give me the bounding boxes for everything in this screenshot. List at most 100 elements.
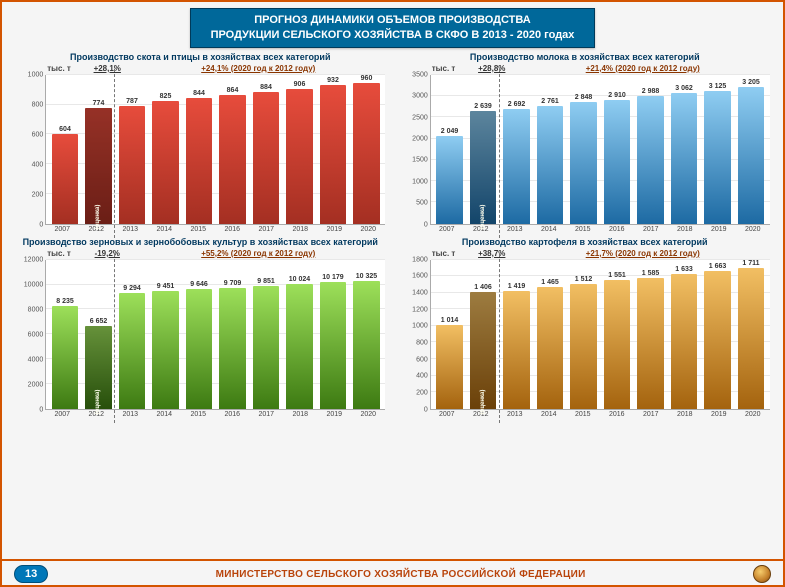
bar [704, 91, 731, 224]
bar [152, 291, 179, 408]
pct-2012-2020: +24,1% (2020 год к 2012 году) [137, 64, 379, 73]
bar-value-label: 2 692 [508, 101, 526, 108]
bar-value-label: 825 [160, 93, 172, 100]
bar-value-label: 2 049 [441, 128, 459, 135]
pct-2012-2020: +55,2% (2020 год к 2012 году) [137, 249, 379, 258]
header-plate: ПРОГНОЗ ДИНАМИКИ ОБЪЕМОВ ПРОИЗВОДСТВА ПР… [190, 8, 596, 48]
bar-column: 864 [217, 75, 249, 224]
bar [738, 87, 765, 223]
bar [253, 286, 280, 408]
unit-label: тыс. т [432, 64, 462, 73]
chart-title: Производство молока в хозяйствах всех ка… [400, 52, 770, 62]
pct-2007-2012: +28,1% [77, 64, 137, 73]
x-tick: 2013 [113, 411, 147, 418]
y-tick: 0 [424, 221, 428, 228]
bar [253, 92, 280, 224]
pct-2007-2012: +28,8% [462, 64, 522, 73]
unit-label: тыс. т [432, 249, 462, 258]
x-tick: 2019 [702, 226, 736, 233]
bar-value-label: 932 [327, 77, 339, 84]
y-tick: 2000 [412, 135, 428, 142]
y-tick: 1200 [412, 306, 428, 313]
estimate-label: (оценка) [480, 204, 486, 229]
estimate-label: (оценка) [480, 389, 486, 414]
x-tick: 2016 [215, 411, 249, 418]
y-tick: 3500 [412, 71, 428, 78]
bar-column: 2 639(оценка) [467, 75, 499, 224]
bar [353, 281, 380, 409]
bar [52, 134, 79, 224]
bar [320, 85, 347, 224]
bar-column: 1 419 [501, 260, 533, 409]
y-tick: 500 [416, 200, 428, 207]
x-tick: 2016 [600, 226, 634, 233]
bar-value-label: 884 [260, 84, 272, 91]
footer-title: МИНИСТЕРСТВО СЕЛЬСКОГО ХОЗЯЙСТВА РОССИЙС… [48, 569, 753, 580]
bar-value-label: 3 125 [709, 83, 727, 90]
bar-column: 604 [49, 75, 81, 224]
bar-column: 1 014 [434, 260, 466, 409]
bar-value-label: 906 [294, 81, 306, 88]
pct-2012-2020: +21,4% (2020 год к 2012 году) [522, 64, 764, 73]
bar-column: 1 585 [635, 260, 667, 409]
bar-column: 1 551 [601, 260, 633, 409]
bar-column: 2 692 [501, 75, 533, 224]
bar-column: 2 988 [635, 75, 667, 224]
bar-column: 6 652(оценка) [83, 260, 115, 409]
bar-value-label: 787 [126, 98, 138, 105]
bar: (оценка) [470, 111, 497, 223]
chart-panel-grain: Производство зерновых и зернобобовых кул… [15, 237, 385, 418]
bar [186, 289, 213, 409]
chart-panel-milk: Производство молока в хозяйствах всех ка… [400, 52, 770, 233]
bar-column: 3 125 [702, 75, 734, 224]
y-axis: 020004000600080001000012000 [15, 260, 45, 410]
bar-column: 1 512 [568, 260, 600, 409]
bar [436, 325, 463, 409]
chart-plot-area: 02004006008001000604774(оценка)787825844… [15, 75, 385, 225]
bar [570, 102, 597, 223]
bar-column: 2 049 [434, 75, 466, 224]
y-axis: 0500100015002000250030003500 [400, 75, 430, 225]
y-tick: 1600 [412, 273, 428, 280]
pct-2012-2020: +21,7% (2020 год к 2012 году) [522, 249, 764, 258]
ministry-logo-icon [753, 565, 771, 583]
bar-value-label: 3 062 [675, 85, 693, 92]
y-tick: 600 [32, 131, 44, 138]
bar-value-label: 604 [59, 126, 71, 133]
y-tick: 8000 [28, 306, 44, 313]
bar-column: 825 [150, 75, 182, 224]
y-tick: 10000 [24, 281, 43, 288]
bar-value-label: 9 451 [157, 283, 175, 290]
x-tick: 2019 [702, 411, 736, 418]
pct-2007-2012: -19,2% [77, 249, 137, 258]
bar [637, 96, 664, 223]
bar-value-label: 774 [93, 100, 105, 107]
x-tick: 2013 [498, 411, 532, 418]
y-tick: 1000 [28, 71, 44, 78]
bar [52, 306, 79, 408]
bar-value-label: 10 325 [356, 273, 377, 280]
bar-value-label: 1 465 [541, 279, 559, 286]
x-tick: 2016 [600, 411, 634, 418]
bar-column: 2 910 [601, 75, 633, 224]
x-tick: 2007 [45, 226, 79, 233]
plot: 604774(оценка)787825844864884906932960 [45, 75, 385, 225]
bar [119, 106, 146, 223]
estimate-label: (оценка) [95, 204, 101, 229]
bar-value-label: 9 294 [123, 285, 141, 292]
y-tick: 1800 [412, 256, 428, 263]
y-tick: 6000 [28, 331, 44, 338]
bar-value-label: 1 711 [742, 260, 759, 267]
y-tick: 1500 [412, 157, 428, 164]
bar-column: 1 633 [668, 260, 700, 409]
chart-panel-potato: Производство картофеля в хозяйствах всех… [400, 237, 770, 418]
bar [604, 280, 631, 408]
bar-value-label: 9 709 [224, 280, 242, 287]
x-tick: 2007 [45, 411, 79, 418]
bar [219, 288, 246, 409]
plot: 1 0141 406(оценка)1 4191 4651 5121 5511 … [430, 260, 770, 410]
x-tick: 2015 [181, 226, 215, 233]
y-tick: 400 [416, 373, 428, 380]
bar [219, 95, 246, 224]
y-tick: 3000 [412, 93, 428, 100]
